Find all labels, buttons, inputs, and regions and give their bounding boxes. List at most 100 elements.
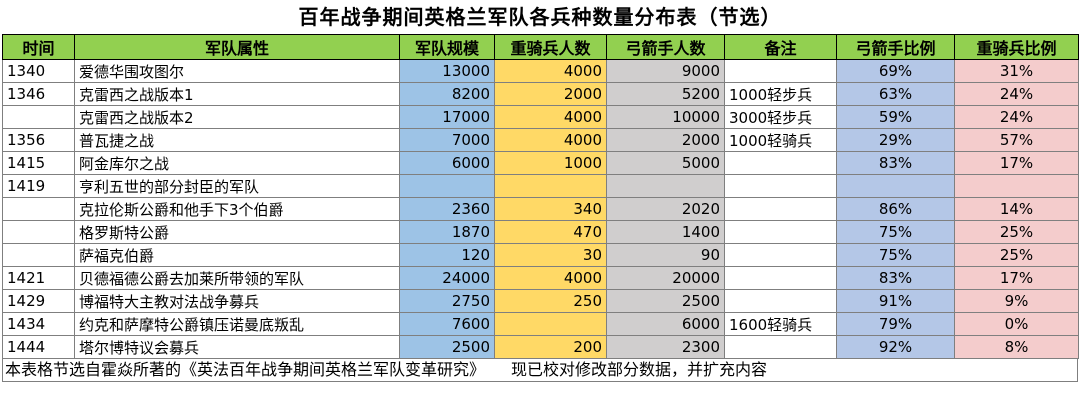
cell-note[interactable] (724, 335, 837, 359)
cell-name[interactable]: 贝德福德公爵去加莱所带领的军队 (74, 266, 400, 290)
cell-name[interactable]: 格罗斯特公爵 (74, 220, 400, 244)
cell-archer-pct[interactable]: 91% (836, 289, 955, 313)
cell-heavy-cavalry[interactable]: 200 (494, 335, 607, 359)
cell-heavy-pct[interactable]: 25% (954, 243, 1079, 267)
cell-army-size[interactable]: 13000 (399, 59, 495, 83)
cell-archer-pct[interactable]: 75% (836, 243, 955, 267)
cell-year[interactable]: 1415 (2, 151, 75, 175)
cell-army-size[interactable]: 2360 (399, 197, 495, 221)
cell-heavy-pct[interactable]: 57% (954, 128, 1079, 152)
cell-name[interactable]: 亨利五世的部分封臣的军队 (74, 174, 400, 198)
cell-heavy-pct[interactable] (954, 174, 1079, 198)
cell-archer-pct[interactable]: 83% (836, 266, 955, 290)
cell-heavy-pct[interactable]: 17% (954, 151, 1079, 175)
cell-year[interactable]: 1356 (2, 128, 75, 152)
cell-year[interactable]: 1419 (2, 174, 75, 198)
cell-heavy-cavalry[interactable]: 470 (494, 220, 607, 244)
cell-heavy-cavalry[interactable]: 4000 (494, 128, 607, 152)
cell-year[interactable] (2, 220, 75, 244)
cell-name[interactable]: 克雷西之战版本1 (74, 82, 400, 106)
cell-army-size[interactable]: 7000 (399, 128, 495, 152)
cell-note[interactable] (724, 220, 837, 244)
cell-archer-pct[interactable] (836, 174, 955, 198)
cell-archers[interactable]: 2020 (606, 197, 725, 221)
cell-archer-pct[interactable]: 69% (836, 59, 955, 83)
cell-heavy-cavalry[interactable]: 30 (494, 243, 607, 267)
cell-archer-pct[interactable]: 79% (836, 312, 955, 336)
cell-heavy-pct[interactable]: 0% (954, 312, 1079, 336)
cell-army-size[interactable] (399, 174, 495, 198)
cell-heavy-pct[interactable]: 31% (954, 59, 1079, 83)
cell-year[interactable] (2, 105, 75, 129)
header-note[interactable]: 备注 (724, 34, 837, 60)
cell-name[interactable]: 普瓦捷之战 (74, 128, 400, 152)
cell-heavy-cavalry[interactable]: 2000 (494, 82, 607, 106)
cell-note[interactable] (724, 151, 837, 175)
cell-name[interactable]: 博福特大主教对法战争募兵 (74, 289, 400, 313)
cell-archers[interactable]: 5200 (606, 82, 725, 106)
cell-archer-pct[interactable]: 63% (836, 82, 955, 106)
cell-archer-pct[interactable]: 29% (836, 128, 955, 152)
cell-heavy-pct[interactable]: 24% (954, 82, 1079, 106)
cell-archers[interactable] (606, 174, 725, 198)
cell-name[interactable]: 阿金库尔之战 (74, 151, 400, 175)
cell-archer-pct[interactable]: 83% (836, 151, 955, 175)
cell-archers[interactable]: 9000 (606, 59, 725, 83)
cell-archers[interactable]: 1400 (606, 220, 725, 244)
cell-heavy-pct[interactable]: 25% (954, 220, 1079, 244)
cell-year[interactable]: 1434 (2, 312, 75, 336)
cell-archers[interactable]: 5000 (606, 151, 725, 175)
cell-note[interactable] (724, 243, 837, 267)
cell-archer-pct[interactable]: 75% (836, 220, 955, 244)
cell-heavy-cavalry[interactable]: 4000 (494, 105, 607, 129)
cell-note[interactable] (724, 174, 837, 198)
cell-name[interactable]: 塔尔博特议会募兵 (74, 335, 400, 359)
cell-heavy-cavalry[interactable] (494, 312, 607, 336)
cell-archer-pct[interactable]: 59% (836, 105, 955, 129)
cell-archers[interactable]: 2300 (606, 335, 725, 359)
cell-name[interactable]: 爱德华围攻图尔 (74, 59, 400, 83)
cell-heavy-cavalry[interactable]: 4000 (494, 266, 607, 290)
cell-note[interactable]: 1000轻骑兵 (724, 128, 837, 152)
cell-army-size[interactable]: 7600 (399, 312, 495, 336)
cell-note[interactable] (724, 266, 837, 290)
cell-name[interactable]: 克拉伦斯公爵和他手下3个伯爵 (74, 197, 400, 221)
cell-archers[interactable]: 90 (606, 243, 725, 267)
cell-army-size[interactable]: 1870 (399, 220, 495, 244)
cell-name[interactable]: 约克和萨摩特公爵镇压诺曼底叛乱 (74, 312, 400, 336)
cell-archers[interactable]: 2000 (606, 128, 725, 152)
cell-army-size[interactable]: 2500 (399, 335, 495, 359)
cell-year[interactable] (2, 197, 75, 221)
cell-archers[interactable]: 2500 (606, 289, 725, 313)
header-archers[interactable]: 弓箭手人数 (606, 34, 725, 60)
cell-note[interactable]: 1000轻步兵 (724, 82, 837, 106)
cell-heavy-cavalry[interactable]: 340 (494, 197, 607, 221)
cell-heavy-pct[interactable]: 17% (954, 266, 1079, 290)
cell-army-size[interactable]: 17000 (399, 105, 495, 129)
cell-year[interactable]: 1346 (2, 82, 75, 106)
cell-heavy-cavalry[interactable]: 1000 (494, 151, 607, 175)
cell-army-size[interactable]: 24000 (399, 266, 495, 290)
cell-archers[interactable]: 20000 (606, 266, 725, 290)
cell-note[interactable] (724, 59, 837, 83)
header-heavy[interactable]: 重骑兵人数 (494, 34, 607, 60)
cell-army-size[interactable]: 120 (399, 243, 495, 267)
cell-heavy-cavalry[interactable] (494, 174, 607, 198)
cell-heavy-pct[interactable]: 9% (954, 289, 1079, 313)
cell-archers[interactable]: 6000 (606, 312, 725, 336)
cell-heavy-pct[interactable]: 8% (954, 335, 1079, 359)
cell-heavy-cavalry[interactable]: 4000 (494, 59, 607, 83)
cell-heavy-pct[interactable]: 24% (954, 105, 1079, 129)
cell-note[interactable] (724, 289, 837, 313)
header-heavy-pct[interactable]: 重骑兵比例 (954, 34, 1079, 60)
cell-army-size[interactable]: 6000 (399, 151, 495, 175)
header-army[interactable]: 军队规模 (399, 34, 495, 60)
cell-heavy-pct[interactable]: 14% (954, 197, 1079, 221)
cell-army-size[interactable]: 2750 (399, 289, 495, 313)
cell-year[interactable] (2, 243, 75, 267)
cell-heavy-cavalry[interactable]: 250 (494, 289, 607, 313)
cell-year[interactable]: 1340 (2, 59, 75, 83)
cell-year[interactable]: 1421 (2, 266, 75, 290)
cell-archer-pct[interactable]: 86% (836, 197, 955, 221)
cell-year[interactable]: 1429 (2, 289, 75, 313)
